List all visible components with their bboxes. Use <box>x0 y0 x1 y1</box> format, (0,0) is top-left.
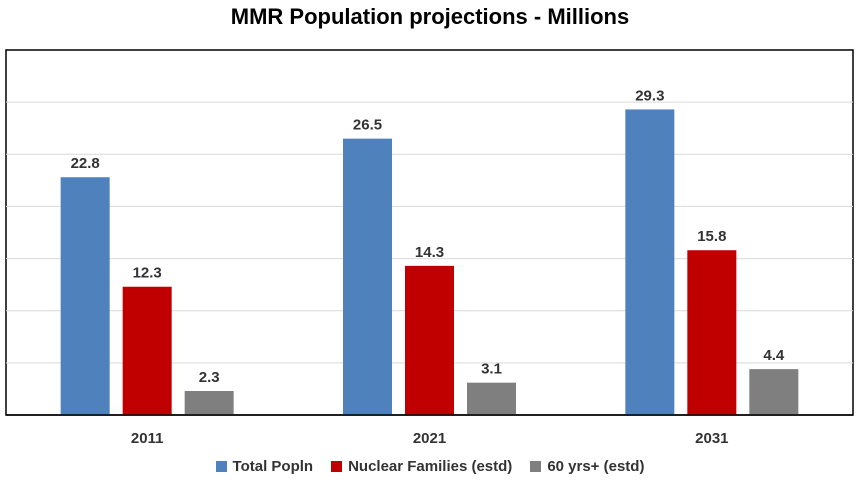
x-tick-label: 2011 <box>131 430 164 447</box>
data-label: 15.8 <box>697 228 726 245</box>
legend-swatch-60-yrs <box>530 461 542 472</box>
data-label: 29.3 <box>635 87 664 104</box>
chart-title: MMR Population projections - Millions <box>230 4 630 29</box>
bar <box>687 250 737 415</box>
legend-swatch-total-popln <box>215 461 227 472</box>
bar <box>749 369 799 415</box>
legend-item-nuclear-families: Nuclear Families (estd) <box>331 458 512 475</box>
data-label: 2.3 <box>199 369 220 386</box>
legend-label-60-yrs: 60 yrs+ (estd) <box>547 458 645 475</box>
legend-item-total-popln: Total Popln <box>215 458 314 475</box>
bar <box>184 391 234 415</box>
data-label: 22.8 <box>71 155 100 172</box>
x-tick-label: 2031 <box>695 430 728 447</box>
data-label: 26.5 <box>353 117 382 134</box>
bar <box>122 286 172 415</box>
data-label: 3.1 <box>481 361 502 378</box>
legend-label-nuclear-families: Nuclear Families (estd) <box>348 458 513 475</box>
bar <box>343 138 392 415</box>
legend-item-60-yrs: 60 yrs+ (estd) <box>530 458 644 475</box>
x-tick-label: 2021 <box>413 430 446 447</box>
bar <box>405 265 454 415</box>
data-label: 4.4 <box>763 347 785 364</box>
legend: Total Popln Nuclear Families (estd) 60 y… <box>0 458 860 475</box>
data-label: 14.3 <box>415 244 444 261</box>
legend-swatch-nuclear-families <box>331 461 343 472</box>
bar <box>625 109 675 415</box>
bar <box>60 177 110 415</box>
data-label: 12.3 <box>133 265 162 282</box>
bar <box>467 382 516 415</box>
legend-label-total-popln: Total Popln <box>232 458 314 475</box>
